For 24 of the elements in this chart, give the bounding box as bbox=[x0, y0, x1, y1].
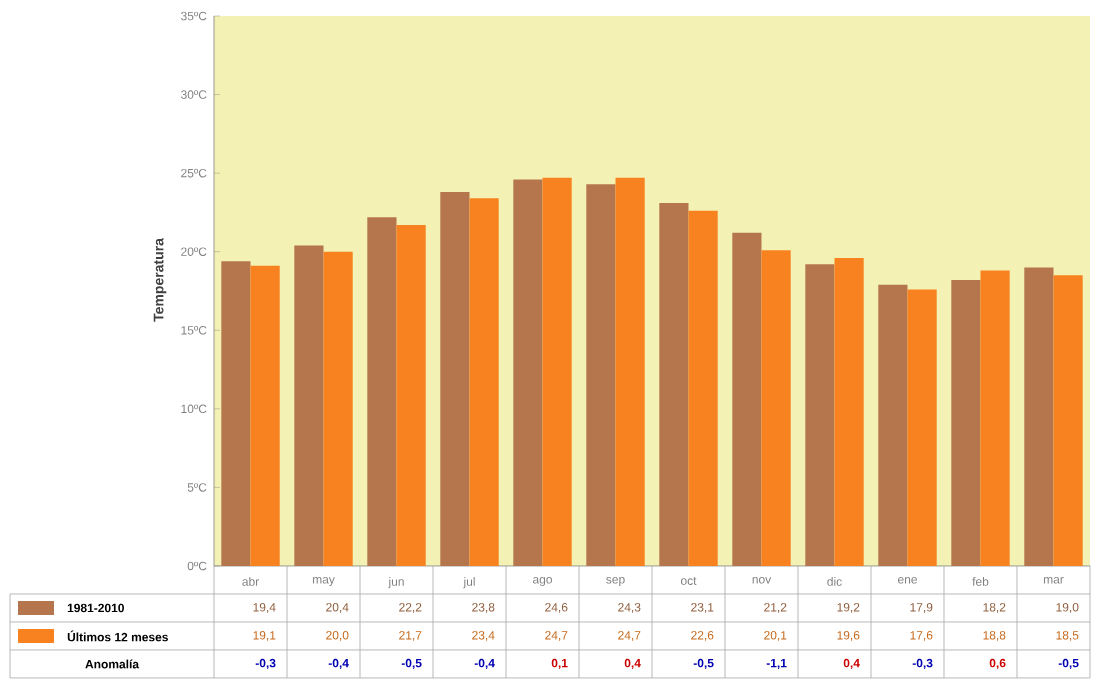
bar bbox=[615, 177, 645, 566]
bar bbox=[688, 210, 718, 566]
bar bbox=[586, 184, 616, 566]
bar bbox=[834, 257, 864, 566]
bar bbox=[980, 270, 1010, 566]
bar bbox=[323, 251, 353, 566]
bar bbox=[1053, 275, 1083, 566]
bar bbox=[1024, 267, 1054, 566]
bar bbox=[951, 279, 981, 566]
bar bbox=[907, 289, 937, 566]
bar bbox=[805, 264, 835, 566]
bar bbox=[542, 177, 572, 566]
bar bbox=[367, 217, 397, 566]
bar bbox=[294, 245, 324, 566]
bar bbox=[659, 202, 689, 566]
bar bbox=[469, 198, 499, 566]
bar bbox=[761, 250, 791, 566]
bar bbox=[732, 232, 762, 566]
bar bbox=[513, 179, 543, 566]
bar bbox=[250, 265, 280, 566]
bar bbox=[878, 284, 908, 566]
bar bbox=[396, 224, 426, 566]
bar bbox=[440, 191, 470, 566]
bar bbox=[221, 261, 251, 566]
